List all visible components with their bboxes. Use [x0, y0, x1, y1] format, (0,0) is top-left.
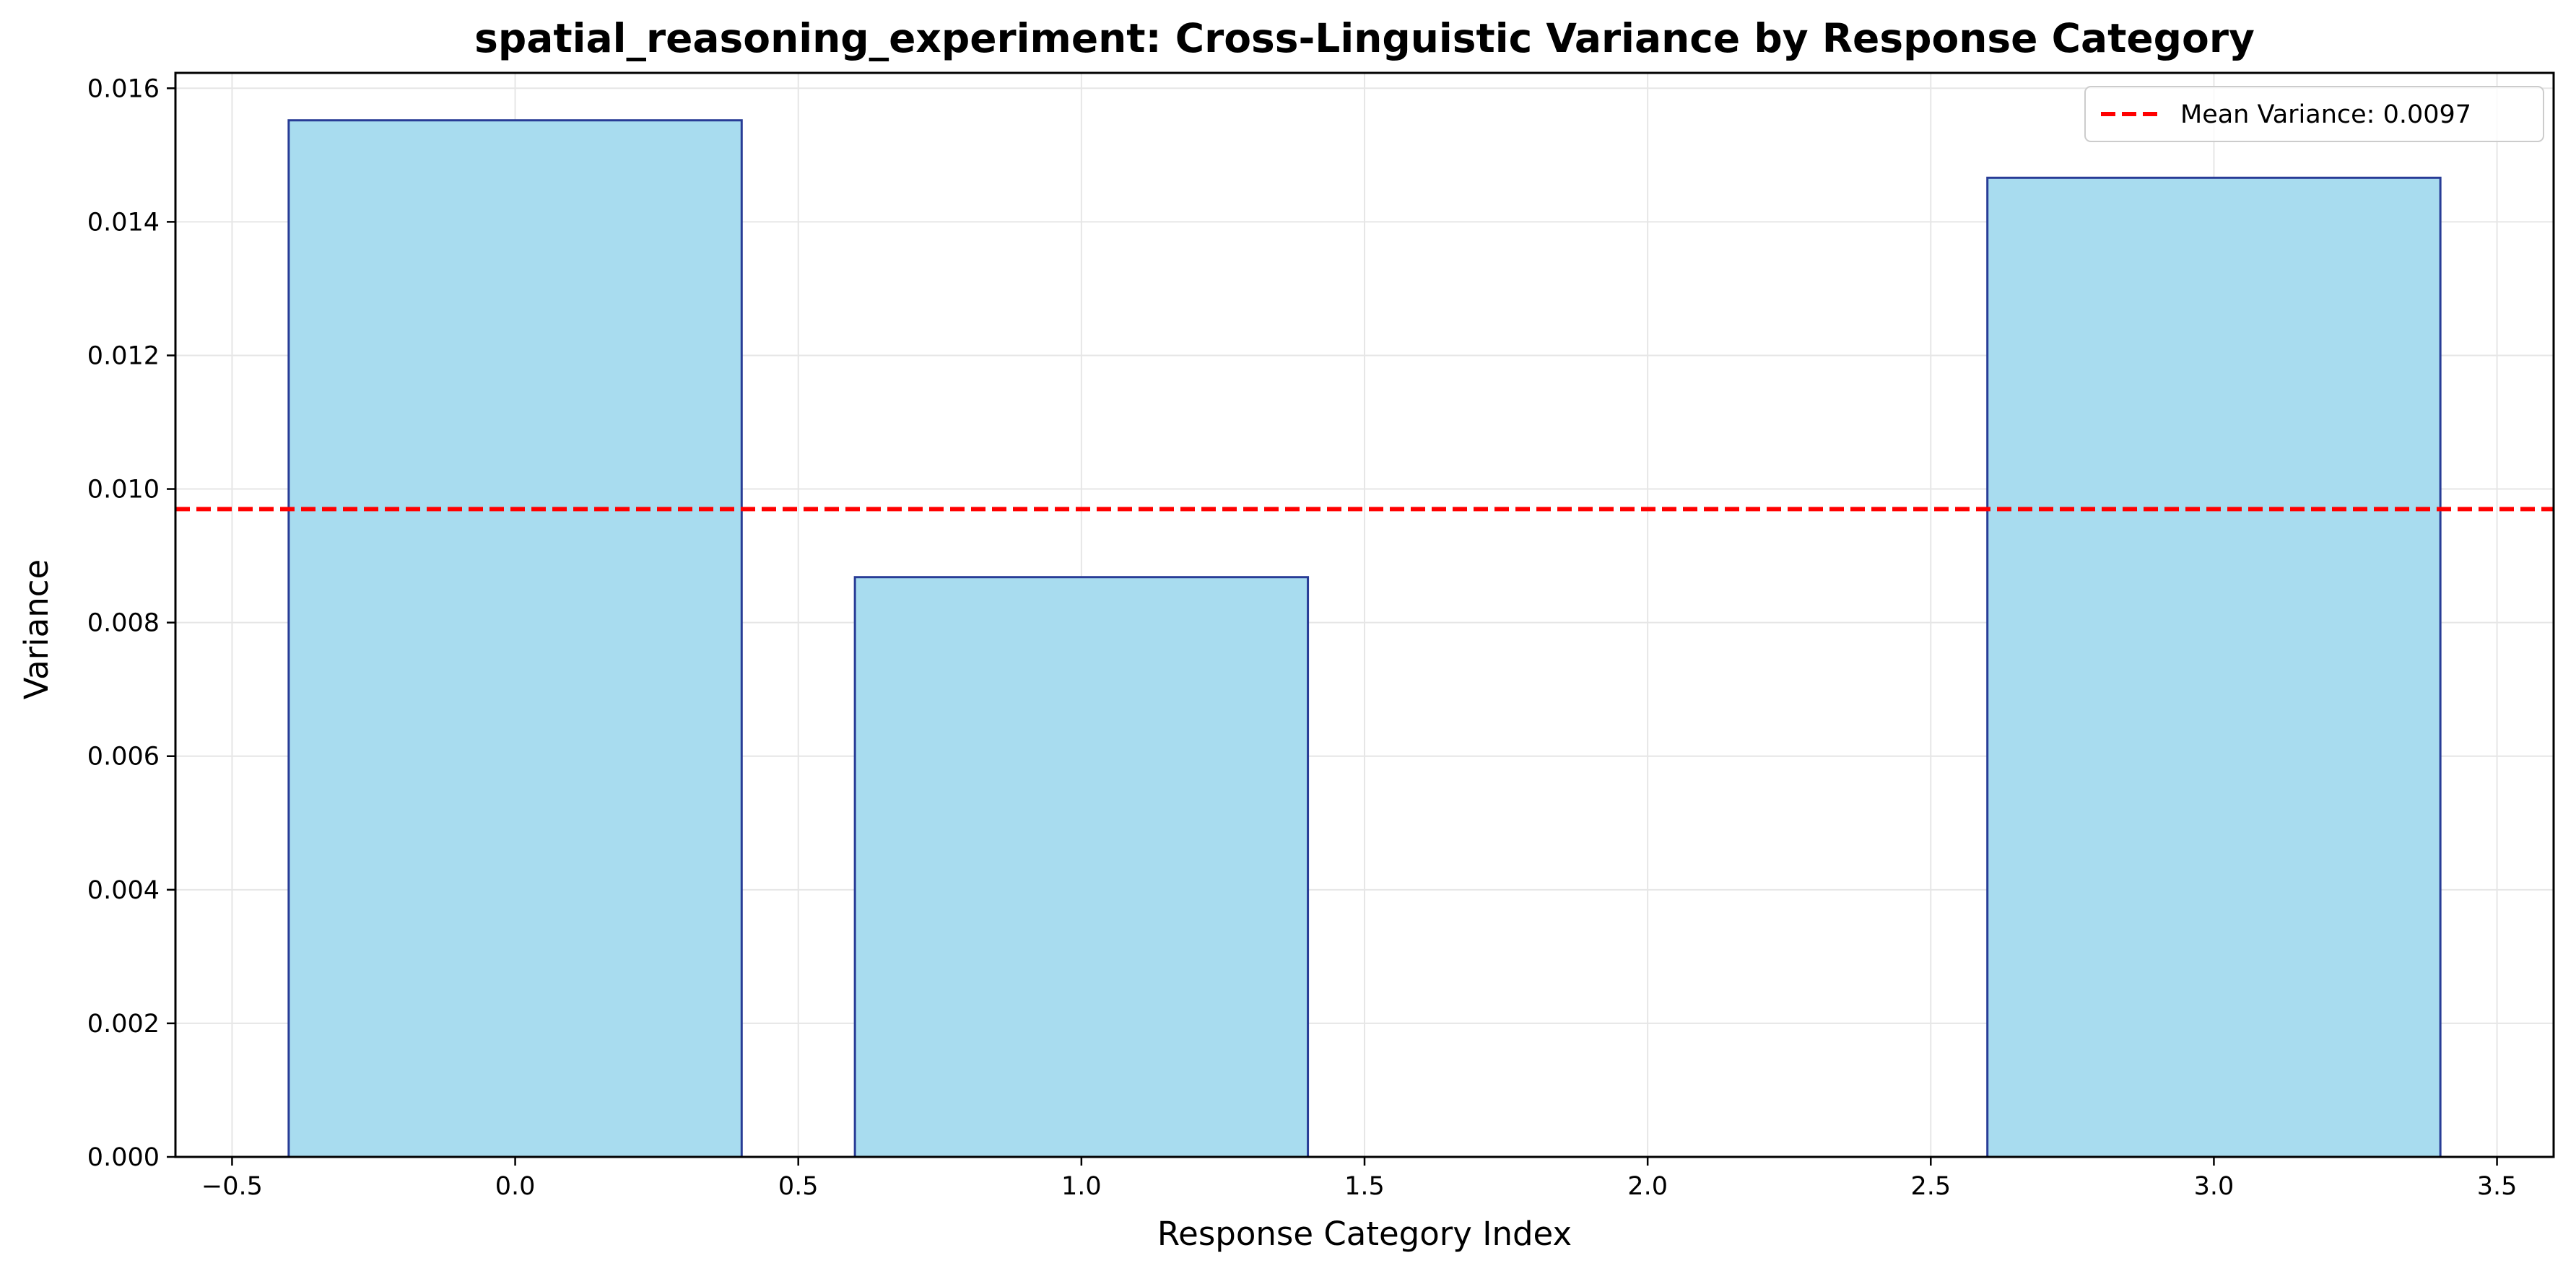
x-axis-ticks: −0.5 0.0 0.5 1.0 1.5 2.0 2.5 3.0 3.5 — [201, 1157, 2517, 1201]
chart-title: spatial_reasoning_experiment: Cross-Ling… — [474, 15, 2255, 61]
y-axis-label: Variance — [17, 559, 56, 699]
x-tick-label: 2.5 — [1910, 1172, 1951, 1201]
x-tick-label: −0.5 — [201, 1172, 263, 1201]
legend-entry-mean-variance: Mean Variance: 0.0097 — [2180, 100, 2471, 129]
bar-category-0 — [287, 119, 743, 1158]
x-tick-label: 3.0 — [2194, 1172, 2235, 1201]
legend: Mean Variance: 0.0097 — [2084, 86, 2544, 142]
bars — [287, 119, 2442, 1158]
x-tick-label: 2.0 — [1627, 1172, 1668, 1201]
y-tick-label: 0.008 — [87, 609, 160, 638]
y-tick-label: 0.016 — [87, 74, 160, 103]
x-axis-label: Response Category Index — [1157, 1215, 1572, 1253]
x-tick-label: 0.0 — [495, 1172, 536, 1201]
x-tick-label: 1.5 — [1344, 1172, 1385, 1201]
y-tick-label: 0.000 — [87, 1143, 160, 1172]
x-tick-label: 1.0 — [1061, 1172, 1102, 1201]
y-tick-label: 0.006 — [87, 743, 160, 772]
y-tick-label: 0.010 — [87, 476, 160, 504]
y-tick-label: 0.002 — [87, 1010, 160, 1039]
y-tick-label: 0.004 — [87, 876, 160, 905]
y-axis-ticks: 0.000 0.002 0.004 0.006 0.008 0.010 0.012 0.014… — [87, 74, 175, 1172]
y-tick-label: 0.012 — [87, 341, 160, 370]
bar-category-3 — [1986, 176, 2442, 1158]
y-tick-label: 0.014 — [87, 208, 160, 237]
x-tick-label: 0.5 — [778, 1172, 819, 1201]
bar-category-1 — [853, 576, 1310, 1158]
legend-box — [2084, 86, 2544, 142]
x-tick-label: 3.5 — [2477, 1172, 2518, 1201]
